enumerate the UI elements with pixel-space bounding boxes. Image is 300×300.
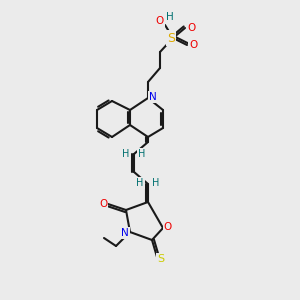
Text: H: H [152,178,160,188]
Text: O: O [156,16,164,26]
Text: N: N [149,92,157,102]
Text: H: H [166,12,174,22]
Text: H: H [136,178,144,188]
Text: S: S [167,32,175,44]
Text: O: O [187,23,195,33]
Text: O: O [99,199,107,209]
Text: H: H [122,149,130,159]
Text: O: O [189,40,197,50]
Text: H: H [138,149,146,159]
Text: S: S [158,254,165,264]
Text: N: N [121,228,129,238]
Text: O: O [164,222,172,232]
